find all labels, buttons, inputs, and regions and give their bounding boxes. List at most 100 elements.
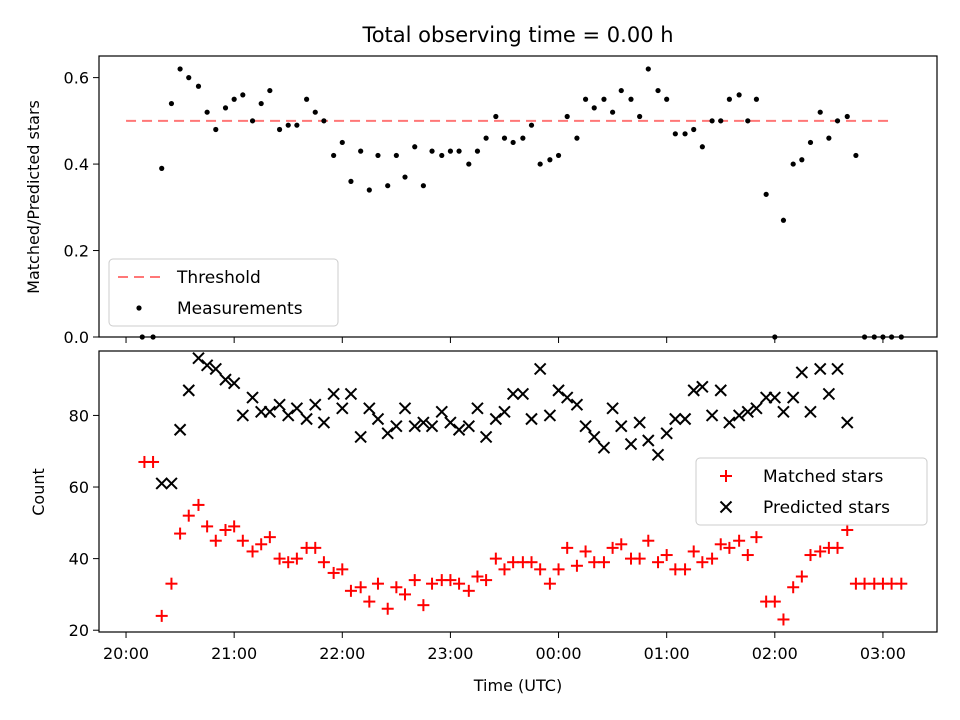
predicted-star-point [714,384,727,397]
matched-star-point [633,552,646,565]
predicted-star-point [209,362,222,376]
bottom-xtick-label: 20:00 [103,644,149,663]
predicted-star-point [381,427,394,440]
measurement-point [402,174,408,180]
matched-star-point [687,545,700,558]
measurement-point [204,109,210,115]
predicted-star-point [606,402,619,415]
matched-star-point [354,581,367,594]
measurement-point [537,161,543,167]
predicted-star-point [390,419,403,433]
bottom-xtick-label: 02:00 [752,644,798,663]
measurement-point [420,183,426,189]
matched-star-point [723,541,736,554]
matched-star-point [804,549,817,562]
measurement-point [159,165,165,171]
predicted-star-point [408,419,421,433]
measurement-point [528,122,535,128]
predicted-star-point [560,391,574,404]
predicted-star-point [227,377,241,390]
measurement-point [150,334,156,340]
measurement-point [807,139,814,146]
matched-star-point [390,581,403,594]
measurement-point [177,66,183,72]
top-panel: Matched/Predicted stars 0.0 0.2 0.4 0.6 Thr… [24,55,938,347]
bottom-plot-frame [98,350,938,633]
matched-star-point [282,556,295,569]
predicted-star-point [462,419,476,433]
bottom-ytick-label: 80 [69,406,89,425]
measurement-point [186,75,192,81]
bottom-panel: Count 20 40 60 80 20:00 21:00 22:00 23:00 00:00… [29,350,938,695]
predicted-star-point [506,387,520,401]
matched-star-point [480,574,493,587]
measurement-point [393,152,399,159]
predicted-star-point [192,351,205,365]
matched-star-point [209,534,222,547]
predicted-star-point [822,387,836,401]
predicted-star-point [552,384,565,397]
measurement-point [564,113,570,120]
matched-star-point [814,545,827,558]
measurement-point [880,334,886,340]
top-plot-frame [98,55,938,338]
measurement-point [547,157,553,163]
legend-matched-swatch [720,470,732,482]
predicted-star-point [669,412,682,426]
matched-star-point [714,538,727,551]
bottom-legend-box [695,457,928,526]
matched-star-point [273,552,286,565]
predicted-star-point [633,416,646,429]
measurement-point [331,152,337,159]
predicted-star-point [236,409,250,422]
predicted-star-point [804,405,817,419]
predicted-star-point [327,387,340,401]
measurement-point [718,118,724,124]
measurement-point [582,96,589,102]
predicted-star-point [398,402,412,415]
predicted-star-point [795,366,809,379]
measurement-point [267,87,273,94]
measurement-point [304,96,310,102]
measurement-point [412,144,418,150]
measurement-point [366,187,372,193]
measurement-point [763,191,769,197]
matched-star-point [895,577,908,590]
measurement-point [772,334,778,340]
matched-star-point [344,584,357,597]
measurement-point [348,178,354,184]
predicted-star-point [597,441,611,454]
matched-star-point [444,574,457,587]
predicted-star-point [246,391,259,404]
measurement-point [385,183,391,189]
predicted-star-point [200,359,214,372]
measurement-point [447,148,454,154]
measurement-point [439,152,445,159]
measurement-point [358,148,364,154]
measurement-point [610,109,616,115]
predicted-star-point [282,409,295,422]
predicted-star-point [750,402,763,415]
matched-star-point [417,599,430,612]
predicted-star-point [678,412,692,426]
predicted-star-point [309,398,322,411]
predicted-star-point [696,380,709,394]
matched-star-point [841,523,854,536]
predicted-star-point [543,409,557,422]
measurement-point [474,148,481,154]
predicted-star-point [498,405,511,419]
predicted-star-point [660,427,673,440]
matched-star-point [534,563,547,576]
matched-star-point [679,563,692,576]
matched-star-point [309,541,322,554]
measurement-point [501,135,508,141]
top-ylabel: Matched/Predicted stars [24,100,43,294]
matched-star-point [399,588,412,601]
matched-star-point [777,613,790,626]
top-ytick-label: 0.4 [64,155,89,174]
matched-star-point [642,534,655,547]
measurement-point [745,118,751,124]
legend-threshold-label: Threshold [176,268,261,288]
legend-measurements-swatch [136,305,142,311]
measurement-point [682,131,688,137]
